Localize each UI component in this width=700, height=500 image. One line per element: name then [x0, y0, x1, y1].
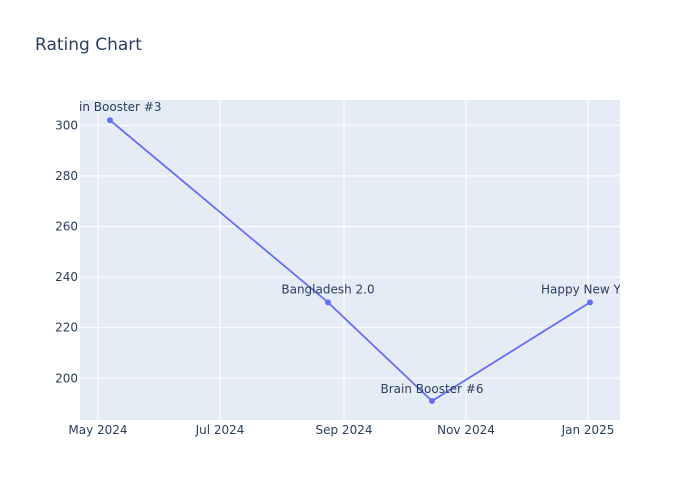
y-tick-label: 260: [55, 219, 78, 233]
y-tick-label: 240: [55, 270, 78, 284]
plot-background: [80, 100, 620, 420]
axis-ticks: 200 220 240 260 280 300 May 2024 Jul 2024 Sep 20…: [55, 118, 614, 437]
data-label: Brain Booster #6: [381, 382, 484, 396]
x-tick-label: Jul 2024: [195, 423, 245, 437]
x-tick-label: Nov 2024: [437, 423, 495, 437]
data-point: [325, 299, 331, 306]
data-point: [107, 117, 113, 124]
data-point: [587, 299, 593, 306]
data-label: Brain Booster #3: [59, 100, 162, 114]
chart-title: Rating Chart: [35, 35, 142, 55]
x-tick-label: Jan 2025: [561, 423, 615, 437]
y-tick-label: 300: [55, 118, 78, 132]
data-labels: Brain Booster #3 Bangladesh 2.0 Brain Boos…: [59, 100, 639, 396]
y-tick-label: 200: [55, 371, 78, 385]
data-point: [429, 398, 435, 405]
data-label: Bangladesh 2.0: [281, 282, 374, 296]
grid-lines: [80, 100, 620, 420]
data-label: Happy New Year: [541, 282, 639, 296]
x-tick-label: Sep 2024: [316, 423, 373, 437]
y-tick-label: 220: [55, 321, 78, 335]
y-tick-label: 280: [55, 169, 78, 183]
series-line: [109, 119, 591, 403]
x-tick-label: May 2024: [68, 423, 127, 437]
series-layer: [107, 117, 593, 405]
